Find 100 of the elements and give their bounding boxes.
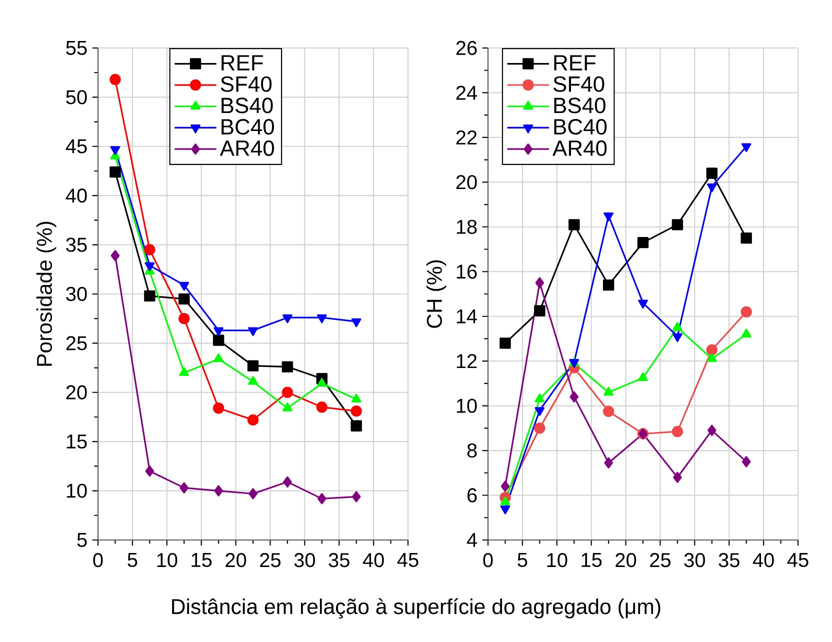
point: [570, 391, 579, 402]
point: [212, 402, 224, 414]
point: [282, 314, 292, 324]
point: [283, 476, 292, 488]
point: [672, 322, 682, 331]
point: [351, 394, 362, 402]
legend-label: SF40: [220, 76, 272, 92]
point: [178, 312, 190, 324]
x-tick-label: 25: [260, 553, 281, 568]
x-tick-label: 15: [192, 553, 212, 567]
y-tick-label: 25: [66, 336, 87, 350]
point: [706, 168, 718, 179]
y-tick-label: 10: [66, 484, 87, 498]
y-tick-label: 15: [66, 434, 87, 449]
point: [706, 183, 717, 192]
x-tick-label: 5: [518, 553, 528, 568]
point: [110, 74, 121, 86]
point: [352, 491, 361, 502]
point: [500, 338, 511, 349]
x-tick-label: 35: [718, 553, 740, 568]
x-tick-label: 10: [157, 553, 178, 568]
point: [316, 402, 328, 413]
point: [568, 219, 580, 230]
x-tick-label: 10: [547, 553, 568, 568]
point: [602, 406, 614, 417]
point: [740, 232, 752, 244]
legend-label: BC40: [554, 119, 607, 135]
point: [214, 327, 224, 336]
point: [742, 456, 751, 468]
y-tick-label: 30: [66, 286, 87, 302]
point: [672, 219, 684, 230]
point: [672, 333, 682, 342]
y-tick-label: 26: [456, 40, 477, 56]
point: [110, 166, 121, 178]
y-tick-label: 24: [456, 86, 478, 100]
point: [282, 361, 294, 372]
y-tick-label: 14: [456, 309, 478, 324]
y-tick-label: 18: [456, 220, 477, 234]
point: [248, 376, 258, 385]
x-tick-label: 45: [397, 553, 418, 567]
point: [144, 290, 156, 302]
y-tick-label: 20: [66, 385, 87, 400]
point: [706, 344, 718, 356]
point: [535, 277, 544, 288]
x-tick-label: 20: [616, 553, 636, 568]
legend-label: AR40: [220, 140, 274, 156]
point: [247, 414, 259, 426]
x-tick-label: 20: [226, 553, 246, 568]
x-axis-title: Distância em relação à superfície do agregado (μm): [172, 598, 660, 618]
point: [212, 334, 224, 346]
point: [247, 360, 259, 372]
y-tick-label: 45: [66, 139, 87, 154]
point: [144, 244, 156, 256]
point: [350, 405, 362, 417]
y-tick-label: 40: [66, 188, 87, 203]
point: [282, 402, 292, 412]
x-tick-label: 0: [483, 553, 493, 568]
point: [214, 353, 224, 362]
point: [500, 505, 510, 514]
x-tick-label: 0: [93, 553, 103, 568]
x-tick-label: 40: [752, 553, 774, 568]
point: [604, 386, 614, 396]
point: [741, 328, 752, 338]
y-tick-label: 20: [456, 175, 477, 190]
y-tick-label: 6: [468, 488, 477, 502]
point: [637, 236, 649, 248]
point: [740, 306, 752, 318]
point: [351, 318, 362, 328]
point: [282, 386, 294, 398]
y-tick-label: 16: [456, 264, 477, 279]
point: [602, 279, 614, 291]
legend-label: BS40: [222, 98, 273, 114]
x-tick-label: 30: [294, 553, 315, 568]
legend-label: BS40: [554, 98, 606, 114]
y-tick-label: 12: [456, 354, 477, 368]
point: [500, 496, 510, 506]
point: [248, 327, 258, 336]
x-tick-label: 30: [684, 553, 705, 568]
point: [707, 424, 716, 436]
point: [144, 262, 155, 272]
x-tick-label: 5: [128, 553, 138, 567]
point: [179, 282, 190, 291]
y-tick-label: 10: [456, 398, 477, 413]
point: [350, 420, 362, 432]
point: [179, 367, 190, 376]
legend-label: REF: [222, 55, 263, 70]
y-tick-label: 4: [466, 533, 478, 547]
legend-label: SF40: [553, 76, 604, 92]
x-tick-label: 35: [328, 553, 350, 568]
point: [180, 482, 189, 494]
point: [110, 146, 120, 155]
point: [316, 314, 327, 324]
y-tick-label: 8: [467, 443, 477, 458]
point: [534, 407, 545, 416]
point: [638, 300, 648, 309]
y-tick-label: 22: [456, 130, 477, 144]
point: [317, 493, 326, 504]
x-tick-label: 45: [787, 553, 808, 568]
point: [110, 250, 120, 262]
x-tick-label: 40: [362, 553, 384, 568]
